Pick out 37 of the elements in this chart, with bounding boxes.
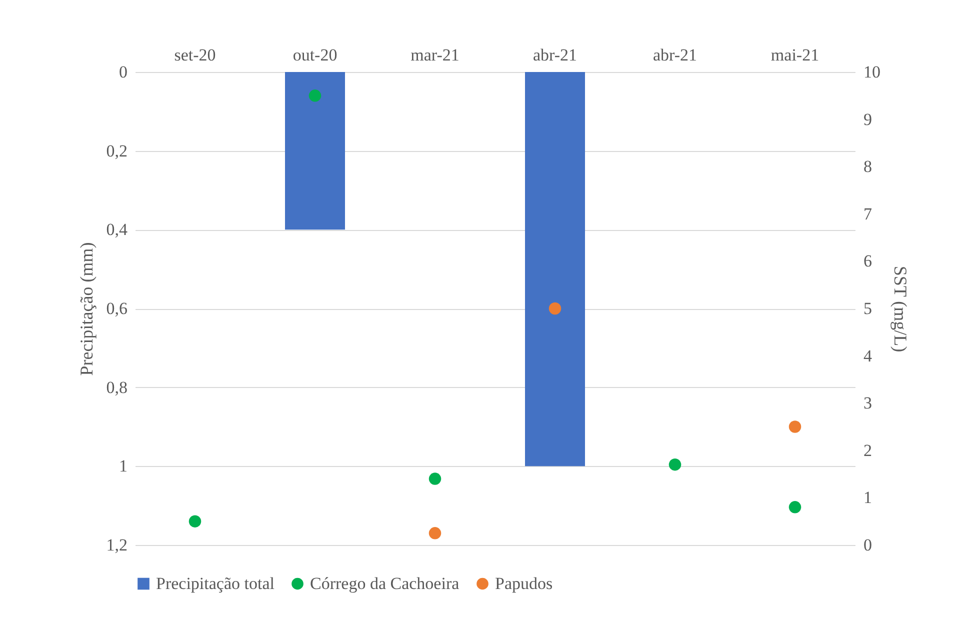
y2-tick-label: 1 xyxy=(864,488,872,508)
point xyxy=(428,527,442,540)
x-tick-label: abr-21 xyxy=(532,46,578,64)
x-tick-label: out-20 xyxy=(292,46,338,64)
x-tick-label: mai-21 xyxy=(770,46,820,64)
y-axis-title: Precipitação (mm) xyxy=(76,242,96,376)
y-tick-label: 0 xyxy=(119,62,128,82)
y2-tick-label: 7 xyxy=(864,204,872,224)
legend-label: Córrego da Cachoeira xyxy=(310,574,460,593)
point xyxy=(188,515,202,528)
point xyxy=(308,90,322,102)
y-tick-label: 0,2 xyxy=(106,141,128,160)
y2-axis-title: SST (mg/L) xyxy=(890,266,910,352)
y2-tick-label: 5 xyxy=(864,299,872,318)
point xyxy=(668,458,682,471)
point xyxy=(788,501,802,514)
y2-tick-label: 6 xyxy=(864,252,872,271)
y2-tick-label: 8 xyxy=(864,157,872,176)
point xyxy=(548,302,562,315)
legend-label: Papudos xyxy=(495,574,553,593)
legend-label: Precipitação total xyxy=(156,574,275,593)
y2-tick-label: 4 xyxy=(864,346,872,366)
y-tick-label: 0,8 xyxy=(106,378,128,397)
y2-tick-label: 2 xyxy=(864,440,872,460)
y2-tick-label: 0 xyxy=(864,536,872,554)
y2-tick-label: 10 xyxy=(864,62,880,82)
y-tick-label: 1,2 xyxy=(106,536,128,554)
y-tick-label: 0,4 xyxy=(106,220,128,240)
x-tick-label: mar-21 xyxy=(410,46,460,64)
y-tick-label: 1 xyxy=(119,456,128,476)
point xyxy=(428,472,442,485)
y2-tick-label: 3 xyxy=(864,394,872,413)
x-tick-label: set-20 xyxy=(174,46,216,64)
y2-tick-label: 9 xyxy=(864,110,872,129)
y-tick-label: 0,6 xyxy=(106,299,128,318)
x-tick-label: abr-21 xyxy=(652,46,698,64)
point xyxy=(788,420,802,433)
